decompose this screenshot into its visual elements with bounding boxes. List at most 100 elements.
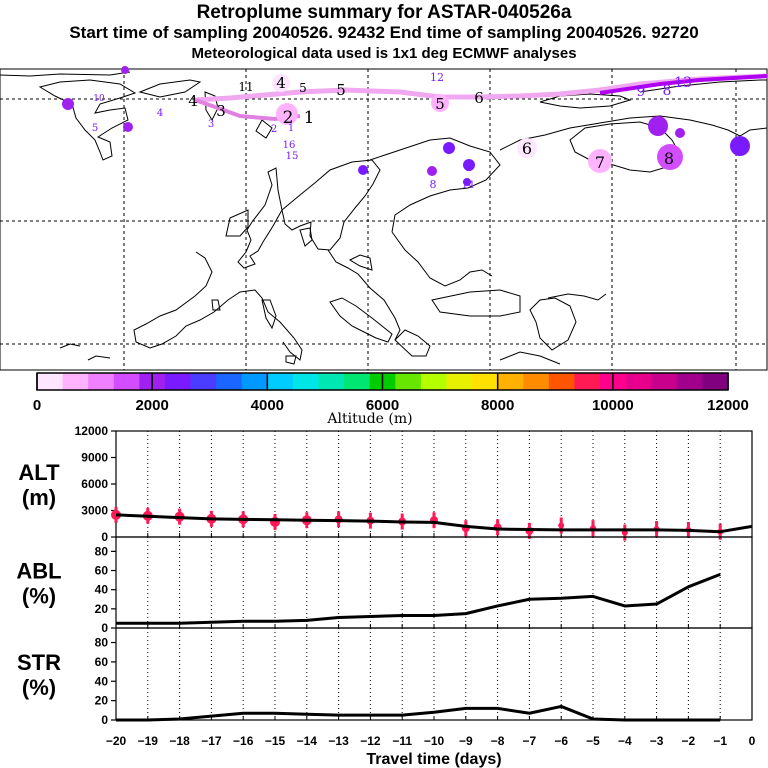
plume-time-label: 15 xyxy=(286,151,299,162)
map-graticule xyxy=(0,69,767,370)
x-tick-label: −5 xyxy=(586,734,600,748)
y-tick-label: 80 xyxy=(95,544,109,558)
colorbar-swatch xyxy=(216,373,243,390)
altitude-spread-bar xyxy=(273,513,277,530)
plume-dots xyxy=(62,66,750,186)
series-line xyxy=(116,572,721,625)
plume-dot xyxy=(517,138,537,158)
plume-dot xyxy=(675,128,685,138)
colorbar-tick-label: 10000 xyxy=(592,397,634,414)
y-tick-label: 0 xyxy=(101,530,108,544)
x-tick-label: −3 xyxy=(650,734,664,748)
sampling-time-line: Start time of sampling 20040526. 92432 E… xyxy=(69,23,699,42)
panel-unit-label: (%) xyxy=(22,584,56,609)
altitude-spread-bar xyxy=(623,524,627,541)
plume-dot xyxy=(588,149,612,173)
plume-dot xyxy=(463,178,471,186)
plume-time-label: 4 xyxy=(276,74,286,92)
x-tick-label: −13 xyxy=(328,734,349,748)
plume-dot xyxy=(657,144,683,170)
panel-unit-label: (%) xyxy=(22,675,56,700)
x-tick-label: −15 xyxy=(265,734,286,748)
altitude-spread-bar xyxy=(559,517,563,534)
map-frame xyxy=(0,68,768,371)
y-tick-label: 80 xyxy=(95,636,109,650)
y-tick-label: 6000 xyxy=(81,477,108,491)
plume-time-label: 7 xyxy=(595,153,605,172)
altitude-spread-bar xyxy=(114,506,118,523)
y-tick-label: 40 xyxy=(95,674,109,688)
plume-time-label: 5 xyxy=(92,123,98,134)
plume-dot xyxy=(427,166,437,176)
plume-time-label: 9 xyxy=(465,160,473,174)
plume-time-label: 4 xyxy=(188,92,198,110)
panel-label: ALT xyxy=(18,460,60,485)
colorbar-swatch xyxy=(88,373,115,390)
y-tick-label: 60 xyxy=(95,564,109,578)
plume-time-label: 4 xyxy=(157,108,163,119)
colorbar-swatch xyxy=(62,373,89,390)
coastlines xyxy=(0,71,768,365)
plume-time-label: 10 xyxy=(649,118,668,136)
plume-dot xyxy=(276,103,298,125)
colorbar-swatch xyxy=(651,373,678,390)
plume-dot xyxy=(123,122,133,132)
colorbar-swatch xyxy=(420,373,448,390)
panel-label: ABL xyxy=(16,559,61,584)
colorbar-swatch xyxy=(625,373,652,390)
colorbar-tick-label: 12000 xyxy=(707,397,749,414)
colorbar-swatch xyxy=(241,373,268,390)
plume-time-label: 9 xyxy=(736,141,744,155)
plume-time-label: 1 xyxy=(304,108,315,128)
x-tick-label: −4 xyxy=(618,734,632,748)
colorbar-tick-label: 2000 xyxy=(135,397,168,414)
plume-dot xyxy=(463,159,475,171)
colorbar-swatch xyxy=(344,373,371,390)
colorbar-swatch xyxy=(318,373,345,390)
plume-time-label: 5 xyxy=(336,81,346,99)
plume-time-label: 16 xyxy=(283,140,296,151)
series-line xyxy=(115,513,753,534)
plume-dot xyxy=(358,165,368,175)
colorbar-tick-label: 6000 xyxy=(366,397,399,414)
plume-time-label: 14 xyxy=(462,180,475,191)
colorbar-swatch xyxy=(267,373,294,390)
series-line xyxy=(116,704,721,722)
colorbar-swatch xyxy=(395,373,422,390)
colorbar-swatch xyxy=(523,373,550,390)
plume-track-3 xyxy=(599,74,768,95)
plume-time-label: 8 xyxy=(663,83,672,99)
plume-time-label: 5 xyxy=(299,81,307,95)
y-tick-label: 40 xyxy=(95,583,109,597)
y-tick-label: 0 xyxy=(101,713,108,727)
y-tick-label: 60 xyxy=(95,655,109,669)
y-tick-label: 20 xyxy=(95,694,109,708)
colorbar-tick-label: 8000 xyxy=(481,397,514,414)
y-tick-label: 12000 xyxy=(75,424,109,438)
plume-time-label: 3 xyxy=(208,119,214,130)
colorbar-swatch xyxy=(574,373,601,390)
colorbar-swatch xyxy=(292,373,320,390)
plume-dot xyxy=(431,94,449,112)
plume-time-label: 12 xyxy=(430,71,444,84)
x-tick-label: −16 xyxy=(233,734,254,748)
colorbar-swatch xyxy=(472,373,499,390)
x-tick-label: −11 xyxy=(392,734,412,748)
plume-time-label: 13 xyxy=(674,75,692,91)
x-tick-label: −18 xyxy=(169,734,190,748)
altitude-colorbar: 0 2000 4000 6000 8000 10000 12000 Altitude (m) xyxy=(33,372,749,427)
plume-time-label: 2 xyxy=(271,124,277,135)
x-tick-label: −6 xyxy=(554,734,568,748)
chart-panel-2: 0 20 40 60 80 ABL(%) xyxy=(16,536,753,635)
x-tick-label: −14 xyxy=(297,734,318,748)
x-tick-label: −8 xyxy=(491,734,505,748)
colorbar-swatch xyxy=(676,373,704,390)
plume-time-label: 5 xyxy=(435,95,445,113)
x-tick-label: 0 xyxy=(749,734,756,748)
plume-dot xyxy=(730,136,750,156)
plume-track-1 xyxy=(194,73,768,103)
plume-dot xyxy=(272,74,290,92)
plume-time-label: 1 xyxy=(288,123,294,134)
